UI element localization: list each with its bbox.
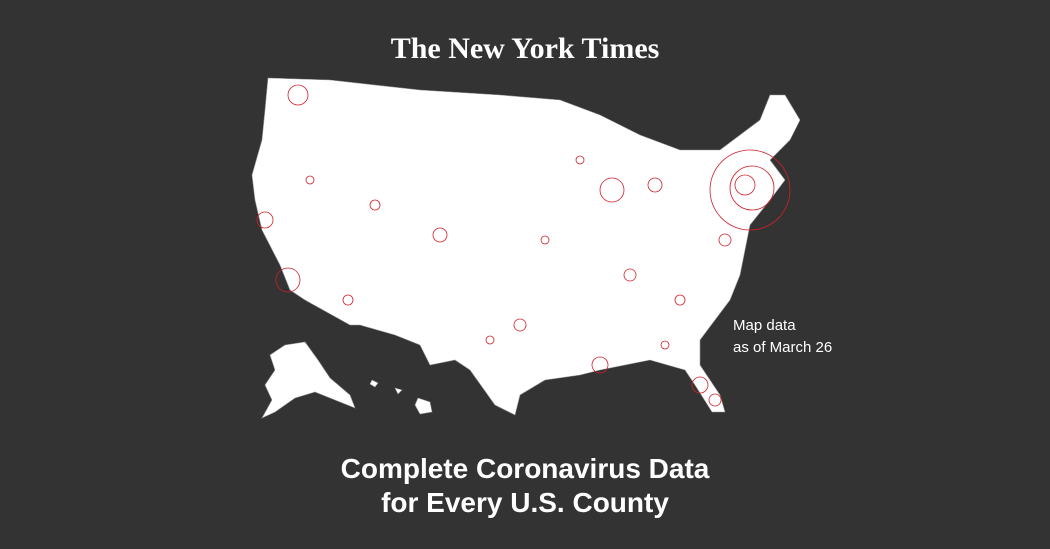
circle [734,174,756,196]
circle [369,199,381,211]
circle [709,149,791,231]
circle [599,177,625,203]
hawaii [414,397,433,415]
circle [691,376,709,394]
circle [513,318,527,332]
headline-line: Complete Coronavirus Data [341,453,710,484]
us-map [251,77,801,419]
circle [305,175,315,185]
circle [575,155,585,165]
hawaii [394,387,403,395]
circle [623,268,637,282]
circle [718,233,732,247]
circle [647,177,663,193]
circle [342,294,354,306]
alaska [261,341,356,419]
hawaii [369,379,379,388]
circle [591,356,609,374]
circle [540,235,550,245]
case-circles [256,84,791,407]
circle [729,165,775,211]
circle [674,294,686,306]
circle [660,340,670,350]
annotation-line: Map data [733,317,796,334]
lower-48 [251,77,801,416]
circle [432,227,448,243]
circle [275,267,301,293]
circle [287,84,309,106]
circle [485,335,495,345]
logo: The New York Times [391,32,660,65]
circle [708,393,722,407]
circle [256,211,274,229]
headline-line: for Every U.S. County [381,487,669,518]
annotation-line: as of March 26 [733,339,832,356]
